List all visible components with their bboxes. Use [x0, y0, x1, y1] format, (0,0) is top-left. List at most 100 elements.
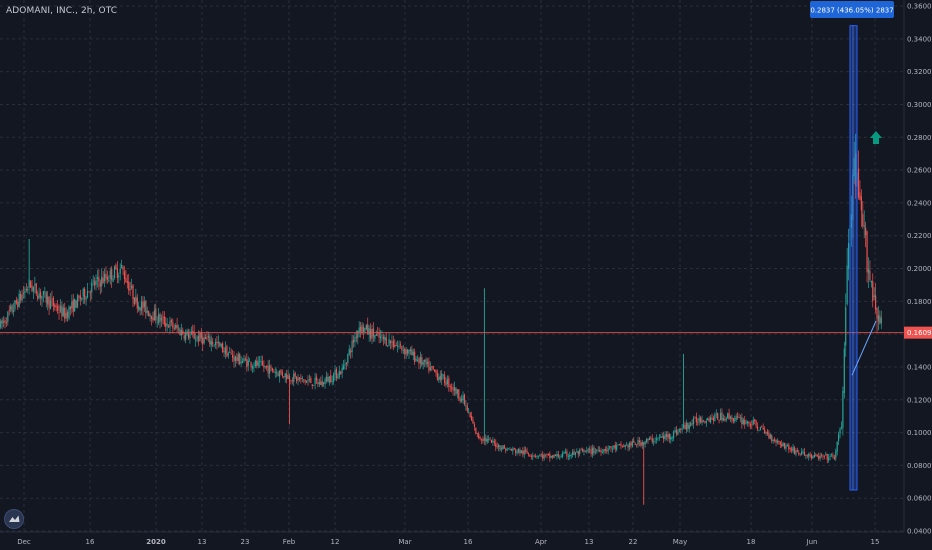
candle-body: [311, 384, 313, 386]
candle-body: [729, 416, 732, 419]
candle-body: [35, 283, 37, 294]
time-tick-label: 22: [629, 538, 638, 546]
candle-body: [455, 387, 457, 395]
candle-body: [475, 427, 477, 434]
candle-body: [103, 274, 106, 282]
candle-body: [869, 270, 871, 280]
candle-body: [283, 376, 285, 378]
price-tick-label: 0.3000: [907, 101, 932, 109]
candle-body: [687, 423, 689, 429]
measure-range-box[interactable]: [849, 25, 858, 491]
candle-body: [38, 293, 40, 298]
candle-body: [828, 457, 830, 461]
candle-body: [493, 441, 495, 443]
candle-body: [254, 360, 256, 367]
candle-body: [355, 336, 357, 338]
time-tick-label: 15: [871, 538, 880, 546]
candle-body: [554, 454, 557, 457]
time-tick-label: 13: [585, 538, 594, 546]
candle-body: [813, 454, 816, 458]
candle-body: [261, 361, 264, 365]
candle-body: [527, 453, 530, 455]
candle-body: [183, 335, 185, 339]
candle-body: [202, 337, 204, 345]
candle-body: [775, 439, 777, 443]
candle-body: [42, 291, 44, 296]
candle-body: [429, 367, 431, 370]
candle-body: [371, 329, 373, 339]
candle-body: [480, 439, 483, 441]
candle-body: [324, 379, 326, 384]
candle-body: [616, 445, 618, 450]
candle-body: [865, 227, 867, 236]
trend-line[interactable]: [851, 320, 877, 376]
candle-body: [776, 440, 779, 443]
candle-body: [840, 427, 843, 429]
candle-body: [294, 372, 296, 377]
candle-body: [405, 349, 407, 355]
candle-body: [358, 327, 360, 333]
candle-body: [284, 373, 286, 377]
price-tick-label: 0.2400: [907, 199, 932, 207]
candle-body: [610, 446, 612, 449]
candle-body: [276, 372, 278, 374]
candle-body: [446, 379, 449, 385]
price-axis-bg: [904, 0, 932, 550]
candle-body: [82, 288, 84, 297]
candle-body: [515, 449, 517, 453]
candle-body: [150, 315, 153, 320]
candle-body: [21, 294, 23, 301]
candle-body: [547, 454, 550, 456]
candle-body: [798, 452, 800, 455]
candle-body: [280, 369, 282, 373]
candle-body: [185, 332, 187, 341]
candle-body: [701, 419, 703, 424]
candle-body: [17, 301, 19, 308]
candle-body: [18, 293, 20, 307]
candle-body: [224, 347, 227, 354]
candle-body: [89, 292, 91, 294]
candle-body: [745, 422, 747, 424]
candle-body: [207, 335, 210, 338]
price-axis[interactable]: 0.0400 0.0600 0.0800 0.1000 0.1200 0.1400 0.16…: [903, 0, 932, 550]
candle-body: [197, 335, 200, 342]
candle-body: [297, 378, 299, 381]
candle-body: [498, 444, 500, 448]
candle-body: [98, 277, 100, 282]
candle-body: [863, 225, 865, 227]
candle-body: [338, 370, 340, 377]
tradingview-logo-icon[interactable]: [4, 509, 24, 529]
candle-body: [222, 343, 224, 352]
candle-body: [126, 281, 128, 283]
candle-body: [675, 429, 678, 435]
candle-body: [39, 291, 42, 298]
candle-body: [546, 453, 548, 455]
candle-body: [29, 281, 32, 288]
time-axis[interactable]: Dec 16 2020 13 23 Feb 12 Mar 16 Apr 13 22 May 18 Jun 15: [0, 531, 904, 546]
candle-body: [876, 307, 878, 319]
candle-body: [599, 450, 601, 452]
candle-body: [522, 450, 524, 454]
candle-body: [637, 440, 639, 445]
candle-body: [300, 378, 302, 380]
candle-body: [436, 372, 439, 380]
candle-body: [731, 417, 733, 420]
candle-body: [200, 332, 202, 339]
candle-body: [415, 358, 417, 361]
candle-body: [172, 322, 174, 329]
candle-body: [304, 380, 306, 383]
candle-body: [249, 360, 251, 362]
candle-body: [267, 366, 269, 374]
candle-body: [257, 361, 259, 366]
up-arrow-icon[interactable]: [870, 131, 882, 144]
candle-body: [567, 456, 569, 458]
candle-body: [216, 342, 218, 344]
candle-body: [681, 428, 683, 430]
candle-body: [846, 265, 848, 304]
candle-body: [274, 371, 276, 373]
candle-body: [416, 359, 419, 361]
candle-body: [266, 365, 268, 368]
candle-body: [462, 395, 464, 400]
candle-body: [624, 444, 626, 447]
